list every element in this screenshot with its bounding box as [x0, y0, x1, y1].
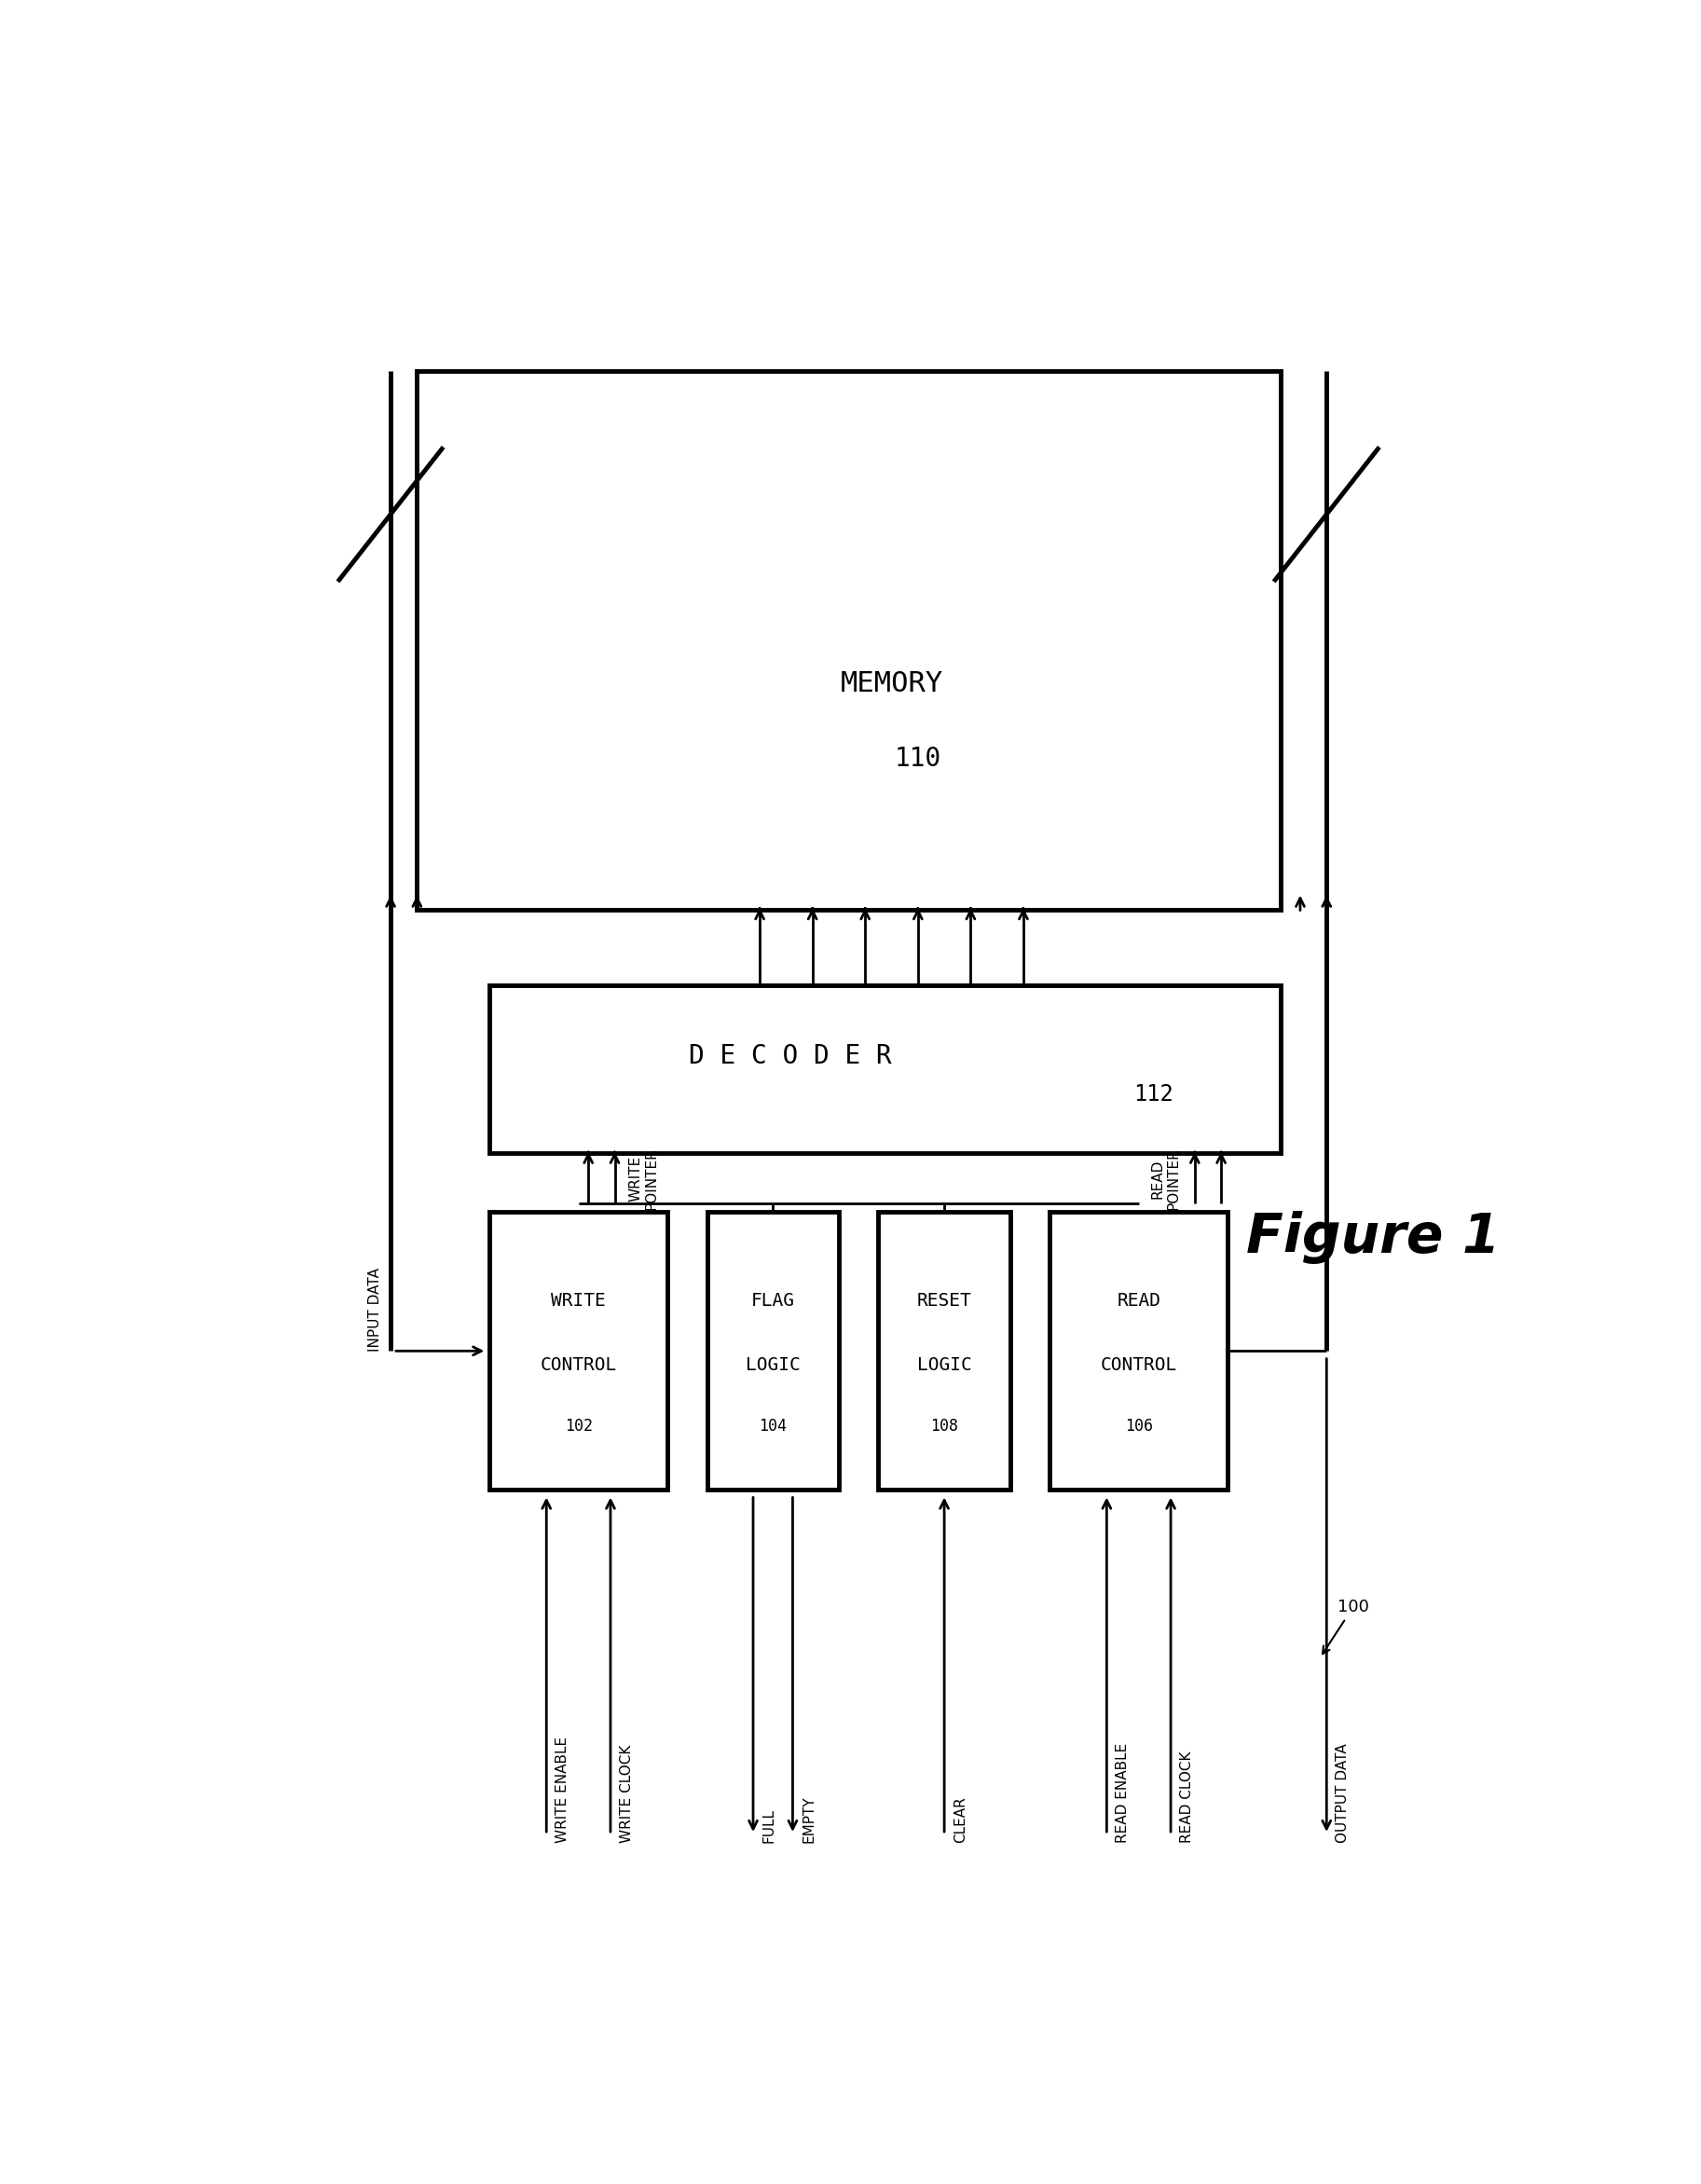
Text: LOGIC: LOGIC [745, 1356, 799, 1374]
Text: FULL: FULL [762, 1808, 776, 1843]
Bar [417, 371, 1281, 909]
Text: LOGIC: LOGIC [917, 1356, 971, 1374]
Text: 104: 104 [759, 1417, 788, 1435]
Bar [490, 1212, 667, 1489]
Text: 112: 112 [1135, 1083, 1174, 1105]
Text: READ: READ [1118, 1293, 1160, 1310]
Bar [490, 985, 1281, 1153]
Text: 110: 110 [895, 745, 941, 771]
Text: Figure 1: Figure 1 [1245, 1210, 1500, 1265]
Text: WRITE: WRITE [551, 1293, 606, 1310]
Text: WRITE ENABLE: WRITE ENABLE [556, 1736, 570, 1843]
Text: CONTROL: CONTROL [541, 1356, 617, 1374]
Text: 102: 102 [565, 1417, 592, 1435]
Text: READ
POINTER: READ POINTER [1150, 1147, 1180, 1210]
Text: 100: 100 [1323, 1599, 1369, 1653]
Bar [708, 1212, 839, 1489]
Text: CLEAR: CLEAR [954, 1797, 968, 1843]
Text: EMPTY: EMPTY [801, 1795, 816, 1843]
Text: MEMORY: MEMORY [840, 670, 944, 697]
Text: OUTPUT DATA: OUTPUT DATA [1335, 1743, 1351, 1843]
Text: CONTROL: CONTROL [1101, 1356, 1177, 1374]
Text: READ ENABLE: READ ENABLE [1116, 1743, 1129, 1843]
Text: D E C O D E R: D E C O D E R [689, 1042, 891, 1068]
Text: INPUT DATA: INPUT DATA [367, 1267, 381, 1352]
Bar [1050, 1212, 1228, 1489]
Text: READ CLOCK: READ CLOCK [1180, 1752, 1194, 1843]
Text: WRITE CLOCK: WRITE CLOCK [619, 1745, 634, 1843]
Text: FLAG: FLAG [750, 1293, 794, 1310]
Text: RESET: RESET [917, 1293, 971, 1310]
Text: 108: 108 [930, 1417, 958, 1435]
Bar [878, 1212, 1010, 1489]
Text: 106: 106 [1124, 1417, 1153, 1435]
Text: WRITE
POINTER: WRITE POINTER [629, 1147, 658, 1210]
